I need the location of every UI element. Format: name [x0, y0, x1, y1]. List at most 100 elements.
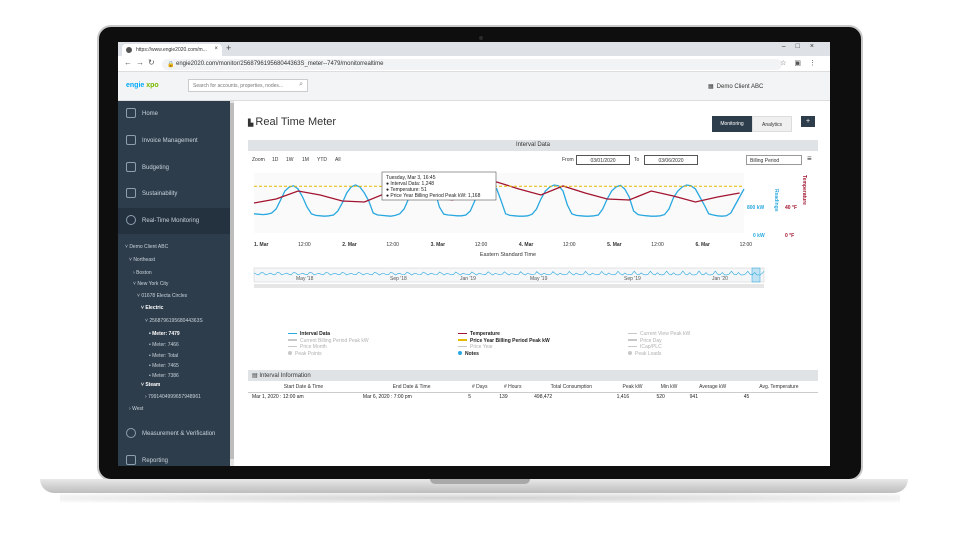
tree-item[interactable]: • Meter: 7466 — [149, 342, 179, 348]
legend-label: Peak Points — [295, 350, 322, 357]
x-tick-label: 4. Mar — [519, 242, 534, 248]
legend-item[interactable]: Peak Loads — [628, 351, 661, 357]
tree-item[interactable]: • Meter: 7386 — [149, 373, 179, 379]
toolbar-actions[interactable]: ☆▣⋮ — [780, 60, 824, 67]
page-title: ▙ Real Time Meter — [248, 116, 336, 128]
legend-label: Peak Loads — [635, 350, 662, 357]
logo-main: engie — [126, 82, 145, 89]
legend-item[interactable]: Price Year Billing Period Peak kW — [458, 338, 550, 344]
period-select[interactable]: Billing Period — [746, 155, 802, 165]
browser-tab[interactable]: https://www.engie2020.com/m... × — [122, 44, 222, 56]
from-date-input[interactable]: 03/01/2020 — [576, 155, 630, 165]
zoom-ytd[interactable]: YTD — [317, 157, 327, 163]
tree-item[interactable]: › West — [129, 406, 144, 412]
tree-item[interactable]: › Boston — [133, 270, 152, 276]
tree-item[interactable]: ˅ Electric — [141, 305, 164, 311]
table-header-cell[interactable]: # Days — [464, 382, 496, 393]
x-tick-label: 12:00 — [386, 242, 399, 248]
analytics-tab[interactable]: Analytics — [752, 116, 792, 132]
legend-label: Price Day — [640, 337, 662, 344]
tree-item[interactable]: ˅ Northeast — [129, 257, 155, 263]
series-line-0 — [253, 182, 745, 217]
tree-item[interactable]: ˅ Demo Client ABC — [125, 244, 169, 250]
scrollbar-thumb[interactable] — [230, 103, 234, 459]
table-header-cell[interactable]: Avg. Temperature — [739, 382, 818, 393]
window-controls[interactable]: –□× — [781, 43, 824, 50]
legend-item[interactable]: Price Year — [458, 344, 493, 350]
nav-home[interactable]: Home — [118, 101, 230, 127]
close-tab-icon[interactable]: × — [214, 46, 218, 52]
tree-item[interactable]: ˅ Steam — [141, 382, 161, 388]
legend-swatch — [458, 345, 467, 348]
nav-label: Invoice Management — [142, 138, 198, 144]
navigator-tick-label: May '19 — [530, 276, 548, 282]
zoom-1m[interactable]: 1M — [302, 157, 309, 163]
legend-label: Notes — [465, 350, 479, 357]
legend-item[interactable]: Current Billing Period Peak kW — [288, 338, 369, 344]
table-cell: 1,416 — [616, 394, 630, 401]
to-date-input[interactable]: 03/06/2020 — [644, 155, 698, 165]
client-name: Demo Client ABC — [716, 84, 764, 90]
tree-item[interactable]: ˅ 01678 Electa Circles — [137, 293, 188, 299]
add-button[interactable]: + — [801, 116, 815, 127]
legend-item[interactable]: Current View Peak kW — [628, 331, 690, 337]
table-header-cell[interactable]: End Date & Time — [358, 382, 465, 393]
x-tick-label: 12:00 — [298, 242, 311, 248]
navigator-tick-label: Sep '18 — [390, 276, 407, 282]
table-header-cell[interactable]: Peak kW — [612, 382, 653, 393]
interval-chart[interactable]: 1. Mar 12:00 2. Mar 12:00 3. Mar 12:00 4. Mar 1… — [248, 167, 818, 327]
legend-item[interactable]: Price Month — [288, 344, 327, 350]
legend-item[interactable]: Temperature — [458, 331, 500, 337]
legend-label: Current Billing Period Peak kW — [300, 337, 369, 344]
table-header-cell[interactable]: Start Date & Time — [248, 382, 359, 393]
client-selector[interactable]: ▦ Demo Client ABC — [708, 83, 763, 90]
navigator-tick-label: Jan '19 — [460, 276, 476, 282]
legend-item[interactable]: Interval Data — [288, 331, 330, 337]
legend-swatch — [288, 339, 297, 341]
tree-item[interactable]: • Meter: 7465 — [149, 363, 179, 369]
y-right-tick-label: 0 °F — [785, 233, 794, 239]
reload-icon[interactable]: ↻ — [148, 58, 155, 67]
legend-label: Price Month — [300, 344, 327, 350]
table-header-cell[interactable]: Min kW — [652, 382, 686, 393]
x-tick-label: 12:00 — [475, 242, 488, 248]
nav-sustainability[interactable]: Sustainability — [118, 181, 230, 207]
tree-item[interactable]: ˅ 256879619568044363S — [145, 318, 203, 324]
app-header: engie xpo Search for accounts, propertie… — [118, 72, 830, 101]
legend-swatch — [628, 332, 637, 335]
table-header-cell[interactable]: Average kW — [685, 382, 740, 393]
legend-item[interactable]: Price Day — [628, 338, 662, 344]
nav-measurement-verification[interactable]: Measurement & Verification — [118, 421, 230, 447]
table-cell: 5 — [468, 394, 472, 401]
table-header-cell[interactable]: Total Consumption — [530, 382, 613, 393]
legend-item[interactable]: ICap/PLC — [628, 344, 662, 350]
engie-logo[interactable]: engie xpo — [126, 82, 159, 89]
new-tab-icon[interactable]: + — [226, 43, 232, 53]
sidebar-scrollbar[interactable] — [230, 101, 234, 466]
tab-title: https://www.engie2020.com/m... — [136, 47, 207, 53]
tree-item[interactable]: • Meter: Total — [149, 353, 179, 359]
menu-icon[interactable]: ≡ — [807, 154, 812, 163]
monitoring-tab[interactable]: Monitoring — [712, 116, 752, 132]
nav-invoice-management[interactable]: Invoice Management — [118, 128, 230, 154]
tree-item[interactable]: › 7991404999657948961 — [145, 394, 201, 400]
back-icon[interactable]: ← — [124, 58, 132, 67]
tree-item[interactable]: ˅ New York City — [133, 281, 169, 287]
y-right-tick-label: 40 °F — [785, 205, 797, 211]
zoom-all[interactable]: All — [335, 157, 341, 163]
search-input[interactable]: Search for accounts, properties, nodes..… — [188, 79, 308, 92]
forward-icon[interactable]: → — [136, 58, 144, 67]
address-bar[interactable]: 🔒 engie2020.com/monitor/2568796195680443… — [162, 59, 782, 70]
search-icon[interactable]: ⌕ — [299, 81, 303, 88]
zoom-1d[interactable]: 1D — [272, 157, 279, 163]
legend-item[interactable]: Notes — [458, 351, 479, 357]
nav-real-time-monitoring[interactable]: Real-Time Monitoring — [118, 208, 230, 234]
nav-budgeting[interactable]: Budgeting — [118, 155, 230, 181]
zoom-1w[interactable]: 1W — [286, 157, 294, 163]
legend-item[interactable]: Peak Points — [288, 351, 322, 357]
list-icon: ▤ — [252, 373, 260, 379]
nav-reporting[interactable]: Reporting — [118, 448, 230, 466]
tree-item-selected[interactable]: • Meter: 7479 — [149, 331, 180, 337]
x-tick-label: 1. Mar — [254, 242, 269, 248]
table-header-cell[interactable]: # Hours — [495, 382, 531, 393]
